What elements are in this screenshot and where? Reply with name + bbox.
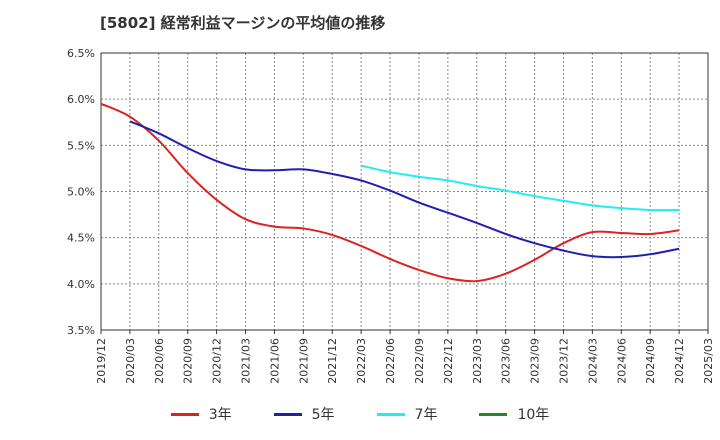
y-tick-label: 4.0% bbox=[67, 278, 95, 291]
plot-area-frame bbox=[100, 52, 709, 331]
x-tick-label: 2024/09 bbox=[644, 338, 657, 384]
x-tick-label: 2021/03 bbox=[240, 338, 253, 384]
y-tick-label: 5.0% bbox=[67, 186, 95, 199]
x-tick-label: 2023/09 bbox=[529, 338, 542, 384]
series-line-3年 bbox=[100, 102, 680, 283]
x-tick-label: 2024/12 bbox=[673, 338, 686, 384]
x-tick-label: 2021/06 bbox=[268, 338, 281, 384]
x-tick-label: 2023/06 bbox=[500, 338, 513, 384]
y-tick-label: 6.0% bbox=[67, 93, 95, 106]
x-tick-label: 2022/12 bbox=[442, 338, 455, 384]
y-axis: 3.5% 4.0% 4.5% 5.0% 5.5% 6.0% 6.5% bbox=[67, 47, 95, 337]
x-tick-label: 2024/03 bbox=[586, 338, 599, 384]
x-tick-label: 2022/03 bbox=[355, 338, 368, 384]
x-tick-label: 2022/09 bbox=[413, 338, 426, 384]
legend-swatch bbox=[273, 412, 302, 416]
legend-swatch bbox=[376, 412, 405, 416]
series-lines bbox=[100, 102, 680, 283]
legend-item: 5年 bbox=[273, 404, 335, 424]
legend-label: 5年 bbox=[311, 407, 335, 423]
legend-label: 10年 bbox=[517, 407, 550, 423]
x-tick-label: 2022/06 bbox=[384, 338, 397, 384]
x-tick-label: 2023/12 bbox=[557, 338, 570, 384]
legend-item: 3年 bbox=[170, 404, 232, 424]
x-tick-label: 2020/06 bbox=[153, 338, 166, 384]
legend-item: 10年 bbox=[479, 404, 549, 424]
chart-title: [5802] 経常利益マージンの平均値の推移 bbox=[100, 14, 386, 32]
x-tick-label: 2024/06 bbox=[615, 338, 628, 384]
legend-swatch bbox=[170, 412, 199, 416]
legend: 3年 5年 7年 10年 bbox=[0, 404, 720, 424]
y-tick-label: 6.5% bbox=[67, 47, 95, 60]
x-tick-label: 2021/12 bbox=[326, 338, 339, 384]
x-tick-label: 2021/09 bbox=[297, 338, 310, 384]
grid-lines bbox=[101, 53, 708, 330]
legend-swatch bbox=[479, 412, 508, 416]
x-tick-label: 2020/09 bbox=[182, 338, 195, 384]
x-tick-label: 2019/12 bbox=[95, 338, 108, 384]
y-tick-label: 5.5% bbox=[67, 139, 95, 152]
y-tick-label: 3.5% bbox=[67, 324, 95, 337]
series-line-7年 bbox=[360, 164, 680, 212]
y-tick-label: 4.5% bbox=[67, 232, 95, 245]
legend-item: 7年 bbox=[376, 404, 438, 424]
x-axis: 2019/12 2020/03 2020/06 2020/09 2020/12 2021/… bbox=[95, 330, 715, 384]
legend-label: 7年 bbox=[414, 407, 438, 423]
series-line-5年 bbox=[129, 120, 680, 259]
x-tick-label: 2020/03 bbox=[124, 338, 137, 384]
x-tick-label: 2020/12 bbox=[211, 338, 224, 384]
x-tick-label: 2023/03 bbox=[471, 338, 484, 384]
legend-label: 3年 bbox=[208, 407, 232, 423]
x-tick-label: 2025/03 bbox=[702, 338, 715, 384]
